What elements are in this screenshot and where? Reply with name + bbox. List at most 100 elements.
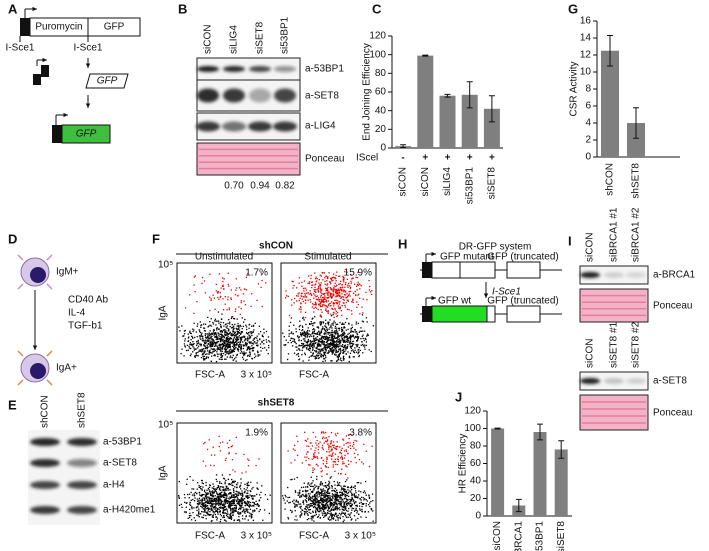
dot [338, 484, 340, 486]
dot [340, 309, 342, 312]
dot [254, 322, 256, 324]
dot [304, 292, 306, 295]
treatment-sign: + [422, 153, 428, 164]
dot [217, 511, 219, 513]
dot [203, 344, 205, 346]
dot [302, 360, 304, 362]
dot [294, 510, 296, 512]
dot [323, 500, 325, 502]
dot [202, 338, 204, 340]
dot [222, 489, 225, 492]
dot [331, 347, 333, 349]
dot [223, 501, 225, 503]
dot [227, 351, 229, 353]
dot [345, 503, 348, 506]
dot [353, 337, 356, 339]
dot [320, 457, 323, 459]
dot [225, 358, 227, 360]
gate-percent: 3.8% [349, 428, 372, 439]
dot [333, 348, 335, 350]
dot [312, 348, 314, 350]
dot [304, 344, 306, 347]
dot [204, 323, 207, 325]
dot [207, 487, 210, 490]
dot [361, 306, 363, 308]
dot [224, 509, 227, 511]
dot [335, 313, 337, 315]
dot [211, 487, 213, 489]
dot [286, 358, 289, 361]
dot [181, 348, 183, 350]
dot [219, 348, 221, 351]
dot [301, 281, 303, 284]
dot [320, 323, 322, 326]
dot [337, 514, 339, 517]
dot [349, 501, 351, 503]
dot [248, 496, 250, 499]
dot [325, 338, 327, 340]
dot [299, 324, 301, 327]
dot [339, 339, 341, 341]
dot [338, 345, 340, 347]
dot [215, 360, 218, 363]
dot [222, 298, 224, 300]
dot [350, 331, 352, 333]
dot [220, 515, 223, 517]
dot [334, 515, 336, 517]
dot [344, 321, 347, 324]
dot [293, 297, 296, 300]
dot [187, 493, 189, 496]
dot [298, 345, 300, 347]
dot [351, 326, 353, 329]
dot [317, 488, 319, 490]
dot [329, 336, 331, 339]
dot [330, 278, 333, 281]
dot [219, 510, 221, 512]
dot [328, 454, 330, 457]
dot [307, 483, 309, 485]
dot [325, 431, 327, 434]
band [30, 459, 60, 467]
dot [336, 351, 338, 353]
dot [244, 338, 246, 341]
dot [336, 303, 339, 305]
dot [312, 485, 314, 488]
dot [333, 514, 335, 516]
dot [319, 274, 321, 276]
dot [326, 513, 328, 515]
dot [228, 323, 231, 325]
dot [317, 510, 319, 512]
dot [357, 517, 359, 520]
dot [233, 511, 235, 513]
dot [322, 510, 325, 513]
dot [343, 278, 345, 280]
dot [238, 508, 240, 511]
dot [226, 345, 228, 347]
dot [353, 515, 356, 517]
dot [188, 497, 190, 499]
dot [221, 340, 223, 342]
dot [228, 346, 230, 348]
dot [250, 513, 252, 515]
dot [183, 333, 186, 335]
dot [347, 452, 349, 455]
dot [372, 500, 374, 502]
dot [223, 509, 225, 512]
dot [199, 494, 201, 496]
dot [316, 333, 319, 335]
dot [340, 336, 343, 338]
dot [329, 326, 331, 329]
dot [355, 276, 357, 278]
dot [238, 346, 240, 348]
dot [308, 275, 310, 277]
dot [310, 344, 312, 346]
dot [236, 494, 238, 497]
dot [232, 344, 235, 346]
dot [234, 497, 236, 499]
dot [198, 510, 200, 512]
dot [251, 293, 253, 295]
dot [204, 502, 206, 504]
dot [362, 503, 364, 506]
dot [200, 510, 203, 513]
dot [326, 339, 329, 341]
